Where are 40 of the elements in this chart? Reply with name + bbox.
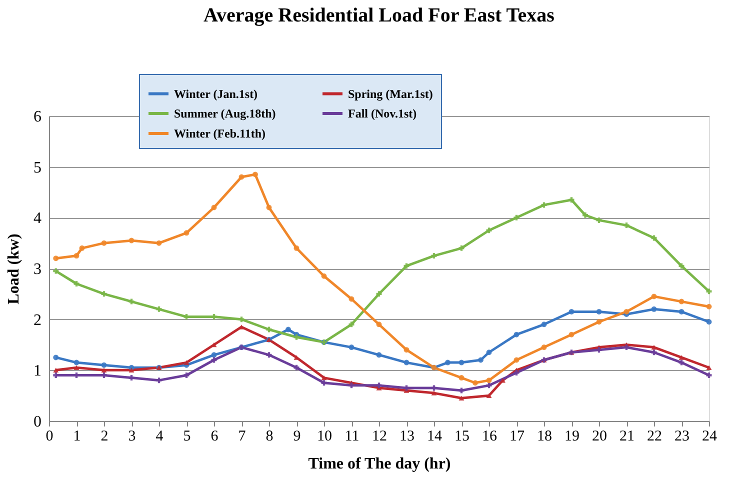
x-tick-label: 16 bbox=[482, 428, 498, 444]
x-tick-label: 13 bbox=[400, 428, 414, 444]
x-tick-label: 21 bbox=[620, 428, 634, 444]
x-tick-label: 2 bbox=[100, 428, 108, 444]
x-tick-label: 6 bbox=[210, 428, 219, 444]
x-tick-label: 12 bbox=[372, 428, 387, 444]
x-tick-label: 24 bbox=[702, 428, 718, 444]
legend-label: Summer (Aug.18th) bbox=[174, 106, 276, 120]
y-axis-title: Load (kw) bbox=[6, 234, 22, 304]
legend-label: Fall (Nov.1st) bbox=[348, 106, 417, 120]
legend-label: Winter (Feb.11th) bbox=[174, 126, 266, 140]
x-tick-label: 0 bbox=[46, 428, 54, 444]
x-tick-label: 3 bbox=[128, 428, 136, 444]
x-tick-label: 10 bbox=[317, 428, 332, 444]
x-tick-label: 18 bbox=[537, 428, 552, 444]
y-tick-label: 6 bbox=[34, 108, 42, 126]
x-tick-label: 20 bbox=[592, 428, 607, 444]
y-tick-label: 4 bbox=[34, 210, 42, 228]
y-tick-label: 0 bbox=[34, 414, 42, 430]
x-tick-label: 9 bbox=[293, 428, 301, 444]
x-tick-label: 1 bbox=[73, 428, 81, 444]
y-tick-label: 3 bbox=[34, 261, 42, 278]
x-tick-label: 22 bbox=[647, 428, 662, 444]
x-tick-label: 15 bbox=[454, 428, 470, 444]
x-tick-label: 7 bbox=[238, 428, 246, 444]
y-tick-label: 5 bbox=[34, 159, 42, 176]
x-tick-label: 5 bbox=[183, 428, 191, 444]
x-tick-label: 23 bbox=[674, 428, 690, 444]
legend-label: Winter (Jan.1st) bbox=[174, 86, 258, 101]
y-tick-label: 2 bbox=[34, 312, 42, 329]
x-tick-label: 4 bbox=[156, 428, 164, 444]
x-axis-title: Time of The day (hr) bbox=[308, 456, 451, 472]
x-tick-label: 14 bbox=[427, 428, 442, 444]
x-tick-label: 11 bbox=[344, 428, 360, 444]
x-tick-label: 17 bbox=[510, 428, 525, 444]
legend-label: Spring (Mar.1st) bbox=[348, 86, 433, 101]
y-tick-label: 1 bbox=[34, 362, 42, 380]
chart-title: Average Residential Load For East Texas bbox=[204, 4, 555, 26]
x-tick-label: 19 bbox=[564, 428, 580, 444]
x-tick-label: 8 bbox=[266, 428, 274, 444]
